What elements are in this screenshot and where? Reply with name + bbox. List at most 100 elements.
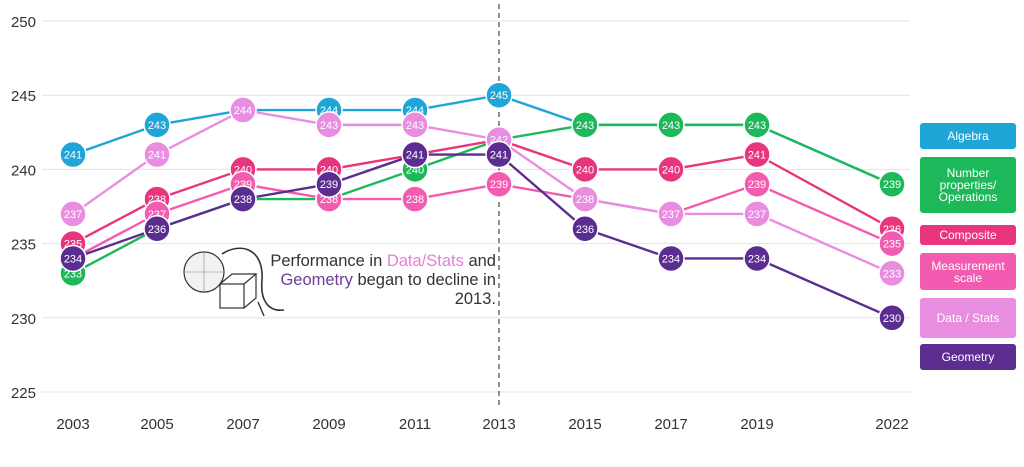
data-point: 243 (401, 111, 429, 139)
x-tick-label: 2019 (740, 416, 773, 433)
point-marker (59, 244, 87, 273)
annotation-highlight-data-stats: Data/Stats (386, 252, 464, 270)
point-marker (485, 140, 513, 169)
legend-item-composite: Composite (920, 225, 1016, 245)
x-tick-label: 2003 (56, 416, 89, 433)
point-label: 238 (576, 194, 594, 206)
data-point: 237 (743, 200, 771, 228)
legend-item-number-properties-operations: Number properties/ Operations (920, 157, 1016, 213)
data-point: 236 (571, 215, 599, 243)
series-line-5 (72, 153, 893, 319)
data-point: 239 (743, 170, 771, 198)
point-label: 241 (748, 150, 766, 162)
point-marker (878, 170, 906, 198)
series-line-3 (72, 183, 893, 260)
x-tick-label: 2011 (399, 416, 431, 433)
point-label: 236 (148, 224, 166, 236)
point-marker (657, 200, 685, 228)
point-marker (571, 215, 599, 243)
y-tick-label: 225 (11, 385, 36, 402)
data-point: 235 (878, 229, 906, 258)
x-tick-label: 2007 (226, 416, 259, 433)
point-label: 239 (490, 179, 508, 191)
point-marker (878, 259, 906, 288)
annotation-part2: and (463, 252, 496, 270)
point-label: 243 (662, 120, 680, 132)
series-line-4 (72, 108, 893, 275)
y-tick-label: 245 (11, 88, 36, 105)
point-label: 239 (883, 179, 901, 191)
series-line-2 (72, 138, 893, 245)
data-point: 237 (59, 200, 87, 228)
point-label: 240 (576, 164, 594, 176)
point-label: 241 (406, 150, 424, 162)
point-marker (485, 81, 513, 109)
point-marker (59, 200, 87, 228)
x-tick-label: 2017 (654, 416, 687, 433)
point-marker (229, 185, 257, 213)
point-label: 238 (234, 194, 252, 206)
point-label: 235 (883, 239, 901, 251)
point-label: 233 (883, 268, 901, 280)
y-tick-label: 240 (11, 162, 36, 179)
point-label: 245 (490, 90, 508, 102)
data-point: 238 (571, 185, 599, 213)
data-point: 237 (657, 200, 685, 228)
point-label: 243 (406, 120, 424, 132)
y-tick-label: 230 (11, 311, 36, 328)
point-label: 238 (406, 194, 424, 206)
point-marker (229, 96, 257, 124)
x-tick-label: 2015 (568, 416, 601, 433)
x-tick-label: 2022 (875, 416, 908, 433)
x-tick-label: 2013 (482, 416, 515, 433)
point-marker (743, 140, 771, 169)
data-point: 230 (878, 304, 906, 332)
point-marker (401, 111, 429, 139)
annotation-part1: Performance in (270, 252, 387, 270)
data-point: 243 (657, 111, 685, 139)
point-label: 240 (662, 164, 680, 176)
data-markers: 2412432442442442452432432432392332362382… (59, 81, 906, 332)
point-label: 241 (64, 150, 82, 162)
point-label: 241 (148, 150, 166, 162)
data-point: 241 (59, 140, 87, 169)
data-point: 245 (485, 81, 513, 109)
data-point: 240 (571, 155, 599, 184)
point-label: 234 (64, 253, 82, 265)
data-point: 239 (485, 170, 513, 198)
point-marker (485, 170, 513, 198)
point-label: 244 (234, 105, 252, 117)
point-marker (657, 155, 685, 184)
data-point: 243 (743, 111, 771, 139)
legend-item-measurement-scale: Measurement scale (920, 253, 1016, 290)
point-marker (571, 111, 599, 139)
point-marker (743, 244, 771, 273)
point-label: 243 (148, 120, 166, 132)
geometry-doodle-icon (183, 247, 285, 317)
data-point: 234 (657, 244, 685, 273)
point-label: 243 (576, 120, 594, 132)
point-marker (878, 304, 906, 332)
annotation-part3: began to decline in 2013. (352, 271, 496, 308)
annotation-highlight-geometry: Geometry (280, 271, 353, 289)
legend-item-data-stats: Data / Stats (920, 298, 1016, 338)
data-point: 238 (401, 185, 429, 213)
data-point: 241 (485, 140, 513, 169)
legend-item-algebra: Algebra (920, 123, 1016, 149)
point-marker (743, 111, 771, 139)
data-point: 240 (657, 155, 685, 184)
series-line-0 (72, 93, 893, 186)
point-marker (571, 185, 599, 213)
series-lines (72, 93, 893, 319)
data-point: 233 (878, 259, 906, 288)
data-point: 238 (229, 185, 257, 213)
point-label: 241 (490, 150, 508, 162)
data-point: 243 (571, 111, 599, 139)
point-label: 243 (748, 120, 766, 132)
data-point: 239 (878, 170, 906, 198)
point-label: 234 (748, 253, 766, 265)
data-point: 234 (59, 244, 87, 273)
point-marker (743, 200, 771, 228)
y-axis-tick-labels: 225 230 235 240 245 250 (11, 14, 36, 402)
